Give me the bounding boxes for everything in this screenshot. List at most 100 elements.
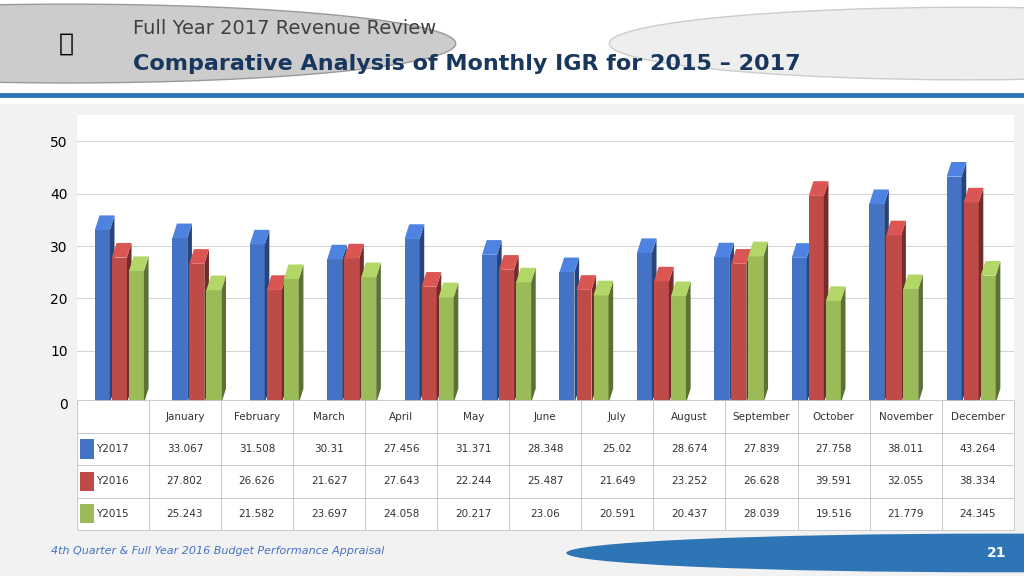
Bar xyxy=(798,433,869,465)
Bar xyxy=(148,400,221,433)
Bar xyxy=(404,239,420,403)
Bar xyxy=(869,465,942,498)
Polygon shape xyxy=(359,244,364,403)
Bar xyxy=(731,264,746,403)
Text: 26.626: 26.626 xyxy=(239,476,275,486)
Text: 39.591: 39.591 xyxy=(815,476,852,486)
Polygon shape xyxy=(946,162,967,177)
Polygon shape xyxy=(729,242,734,403)
Polygon shape xyxy=(207,275,226,290)
Bar xyxy=(95,230,110,403)
Polygon shape xyxy=(825,286,846,301)
Polygon shape xyxy=(823,181,828,403)
Bar xyxy=(749,256,764,403)
Polygon shape xyxy=(516,268,536,282)
Polygon shape xyxy=(404,224,424,239)
Polygon shape xyxy=(979,188,983,403)
Bar xyxy=(809,196,823,403)
Polygon shape xyxy=(577,275,596,290)
Polygon shape xyxy=(376,263,381,403)
Bar xyxy=(869,433,942,465)
Bar xyxy=(77,433,148,465)
Bar xyxy=(582,465,653,498)
Circle shape xyxy=(566,533,1024,573)
Polygon shape xyxy=(299,264,303,403)
Text: Comparative Analysis of Monthly IGR for 2015 – 2017: Comparative Analysis of Monthly IGR for … xyxy=(133,54,801,74)
Polygon shape xyxy=(637,238,656,253)
Bar xyxy=(221,465,293,498)
Bar xyxy=(509,498,582,530)
Bar xyxy=(594,295,608,403)
Text: 33.067: 33.067 xyxy=(167,444,203,454)
Bar xyxy=(509,465,582,498)
Text: 23.252: 23.252 xyxy=(671,476,708,486)
Text: April: April xyxy=(389,411,414,422)
Bar xyxy=(637,253,652,403)
Polygon shape xyxy=(792,243,811,258)
Polygon shape xyxy=(420,224,424,403)
Polygon shape xyxy=(592,275,596,403)
Bar xyxy=(942,465,1014,498)
Polygon shape xyxy=(594,281,613,295)
Polygon shape xyxy=(884,190,889,403)
Polygon shape xyxy=(284,264,303,279)
Bar xyxy=(293,433,366,465)
Bar xyxy=(725,465,798,498)
Text: 27.839: 27.839 xyxy=(743,444,779,454)
Text: December: December xyxy=(950,411,1005,422)
Bar xyxy=(577,290,592,403)
Polygon shape xyxy=(746,249,751,403)
Bar xyxy=(653,400,725,433)
Bar xyxy=(267,290,282,403)
Text: 32.055: 32.055 xyxy=(888,476,924,486)
Text: 43.264: 43.264 xyxy=(959,444,996,454)
Polygon shape xyxy=(250,230,269,244)
Text: 🏛: 🏛 xyxy=(59,32,74,55)
Bar xyxy=(942,498,1014,530)
Polygon shape xyxy=(669,267,674,403)
Bar xyxy=(946,177,962,403)
Polygon shape xyxy=(454,283,459,403)
Polygon shape xyxy=(962,162,967,403)
Bar xyxy=(366,433,437,465)
Text: 21: 21 xyxy=(986,546,1007,560)
Bar xyxy=(207,290,221,403)
Bar xyxy=(77,465,148,498)
Bar xyxy=(366,400,437,433)
Text: 4th Quarter & Full Year 2016 Budget Performance Appraisal: 4th Quarter & Full Year 2016 Budget Perf… xyxy=(51,545,385,556)
Text: May: May xyxy=(463,411,484,422)
Text: 21.779: 21.779 xyxy=(888,509,924,519)
Polygon shape xyxy=(764,242,768,403)
Bar xyxy=(499,270,514,403)
Polygon shape xyxy=(129,256,148,271)
Text: 20.217: 20.217 xyxy=(455,509,492,519)
Polygon shape xyxy=(886,221,906,236)
Polygon shape xyxy=(903,275,923,289)
Bar xyxy=(582,433,653,465)
Bar xyxy=(172,238,187,403)
Polygon shape xyxy=(205,249,209,403)
Bar xyxy=(725,400,798,433)
Bar xyxy=(250,244,265,403)
Polygon shape xyxy=(514,255,519,403)
Bar xyxy=(559,272,574,403)
Polygon shape xyxy=(127,243,131,403)
Polygon shape xyxy=(901,221,906,403)
Bar xyxy=(903,289,919,403)
Text: October: October xyxy=(813,411,854,422)
Polygon shape xyxy=(344,244,364,259)
Circle shape xyxy=(0,4,456,83)
Polygon shape xyxy=(342,245,347,403)
Text: 28.039: 28.039 xyxy=(743,509,779,519)
Polygon shape xyxy=(809,181,828,196)
Polygon shape xyxy=(95,215,115,230)
Polygon shape xyxy=(482,240,502,255)
Bar xyxy=(964,203,979,403)
Bar xyxy=(509,433,582,465)
Polygon shape xyxy=(267,275,287,290)
Bar xyxy=(509,400,582,433)
Text: March: March xyxy=(313,411,345,422)
Polygon shape xyxy=(327,245,347,259)
Bar xyxy=(189,264,205,403)
Bar xyxy=(798,400,869,433)
